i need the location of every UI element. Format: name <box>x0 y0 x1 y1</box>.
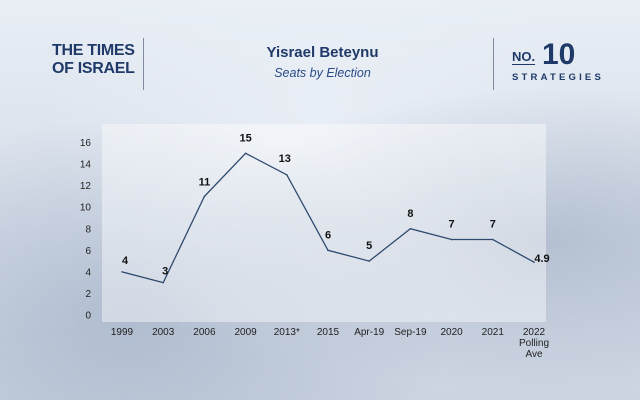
chart-panel <box>102 124 546 322</box>
data-label: 13 <box>279 153 291 165</box>
x-tick-label: Sep-19 <box>394 327 427 338</box>
x-tick-label: 2020 <box>440 327 463 338</box>
y-tick-label: 16 <box>80 138 92 149</box>
x-tick-label: 1999 <box>111 327 134 338</box>
logo-no: NO. <box>512 49 536 65</box>
data-label: 7 <box>449 219 455 231</box>
data-point <box>327 249 329 252</box>
data-label: 5 <box>366 240 372 252</box>
chart-title: Yisrael Beteynu <box>266 44 379 61</box>
y-tick-label: 10 <box>80 203 92 214</box>
y-tick-label: 0 <box>85 311 91 322</box>
y-tick-label: 14 <box>80 160 92 171</box>
data-point <box>450 238 453 241</box>
times-of-israel-logo[interactable]: THE TIMES OF ISRAEL <box>52 42 135 78</box>
data-label: 15 <box>239 132 251 144</box>
x-tick-label: 2015 <box>317 327 340 338</box>
header-divider-left <box>143 38 144 90</box>
logo-number: 10 <box>542 38 576 71</box>
data-label: 4.9 <box>534 253 549 265</box>
data-label: 3 <box>162 266 168 278</box>
chart-subtitle: Seats by Election <box>274 66 371 80</box>
data-point <box>244 152 247 155</box>
data-point <box>533 261 535 263</box>
x-tick-label: 2006 <box>193 327 216 338</box>
data-point <box>368 260 371 262</box>
data-point <box>286 174 288 176</box>
data-label: 6 <box>325 229 331 241</box>
data-label: 11 <box>199 176 211 188</box>
header-divider-right <box>493 38 494 90</box>
title-block: Yisrael Beteynu Seats by Election <box>160 44 485 80</box>
y-tick-label: 4 <box>85 267 91 278</box>
header: THE TIMES OF ISRAEL Yisrael Beteynu Seat… <box>0 0 640 110</box>
x-tick-label: 2013* <box>274 327 300 338</box>
data-point <box>162 281 164 284</box>
data-label: 8 <box>407 208 413 220</box>
data-point <box>409 227 412 230</box>
y-tick-label: 2 <box>85 289 91 300</box>
series-line <box>121 152 535 284</box>
logo-strategies: STRATEGIES <box>512 72 604 83</box>
logo-line-2: OF ISRAEL <box>52 60 135 77</box>
x-tick-label: 2021 <box>482 327 505 338</box>
data-point <box>203 195 206 198</box>
x-tick-label: Apr-19 <box>354 327 384 338</box>
y-tick-label: 12 <box>80 181 92 192</box>
x-tick-label: 2022 Polling Ave <box>519 327 549 360</box>
y-tick-label: 6 <box>85 246 91 257</box>
data-label: 4 <box>122 255 129 267</box>
x-tick-label: 2009 <box>234 327 257 338</box>
y-tick-label: 8 <box>85 224 91 235</box>
data-point <box>492 238 494 241</box>
data-label: 7 <box>490 219 496 231</box>
data-point <box>121 271 123 273</box>
x-tick-label: 2003 <box>152 327 175 338</box>
logo-line-1: THE TIMES <box>52 42 135 59</box>
